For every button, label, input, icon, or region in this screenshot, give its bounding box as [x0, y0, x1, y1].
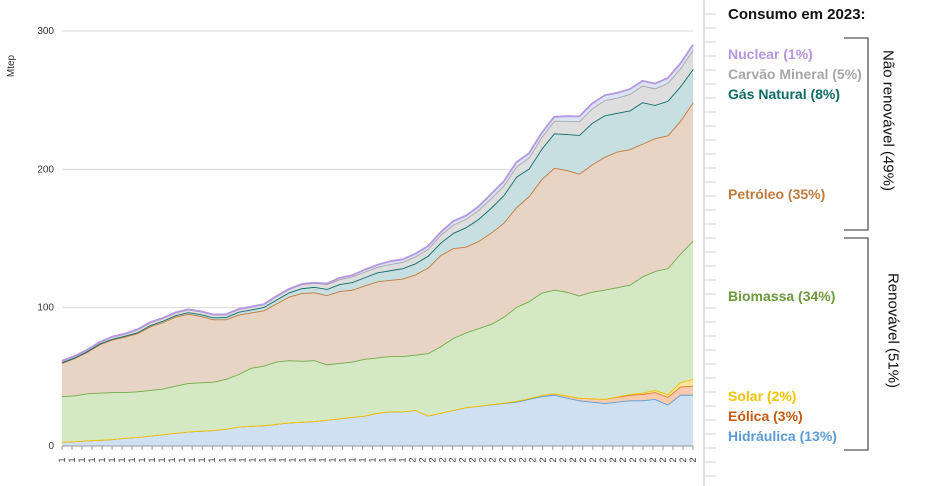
y-tick-label: 0	[48, 441, 54, 452]
x-tick-label: 1	[327, 457, 337, 462]
legend-item-gas-natural: Gás Natural (8%)	[728, 86, 841, 102]
area-biomassa	[62, 240, 693, 442]
group-brackets	[844, 37, 869, 451]
x-tick-label: 2	[588, 457, 598, 462]
x-tick-label: 2	[468, 457, 478, 462]
x-tick-label: 1	[77, 457, 87, 462]
x-tick-label: 1	[367, 457, 377, 462]
x-tick-label: 2	[508, 457, 518, 462]
x-tick-label: 1	[137, 457, 147, 462]
x-tick-label: 1	[357, 457, 367, 462]
x-tick-label: 2	[518, 457, 528, 462]
x-tick-label: 1	[157, 457, 167, 462]
x-tick-label: 1	[237, 457, 247, 462]
x-tick-label: 1	[117, 457, 127, 462]
x-tick-label: 2	[478, 457, 488, 462]
area-petroleo	[62, 102, 693, 397]
x-tick-label: 1	[398, 457, 408, 462]
x-tick-label: 2	[448, 457, 458, 462]
x-tick-label: 2	[688, 457, 698, 462]
x-tick-label: 1	[87, 457, 97, 462]
y-axis-label: Mtep	[6, 54, 17, 77]
x-tick-label: 1	[177, 457, 187, 462]
x-tick-label: 1	[217, 457, 227, 462]
x-tick-label: 1	[57, 457, 67, 462]
x-tick-label: 1	[187, 457, 197, 462]
line-nuclear	[61, 44, 694, 362]
legend-item-petroleo: Petróleo (35%)	[728, 186, 826, 202]
x-tick-label: 2	[408, 457, 418, 462]
x-tick-label: 2	[668, 457, 678, 462]
x-tick-label: 2	[648, 457, 658, 462]
x-tick-label: 2	[568, 457, 578, 462]
x-tick-label: 2	[678, 457, 688, 462]
x-tick-label: 1	[267, 457, 277, 462]
x-tick-label: 2	[418, 457, 428, 462]
x-tick-label: 1	[297, 457, 307, 462]
group-label-renewable: Renovável (51%)	[884, 272, 902, 389]
x-tick-label: 1	[127, 457, 137, 462]
x-tick-label: 1	[107, 457, 117, 462]
x-tick-label: 1	[97, 457, 107, 462]
legend-item-hidraulica: Hidráulica (13%)	[728, 428, 837, 444]
x-tick-label: 2	[438, 457, 448, 462]
x-tick-label: 1	[277, 457, 287, 462]
x-tick-label: 1	[307, 457, 317, 462]
x-tick-label: 2	[548, 457, 558, 462]
y-tick-label: 300	[37, 26, 54, 37]
area-hidraulica	[62, 394, 693, 446]
legend-item-nuclear: Nuclear (1%)	[728, 46, 813, 62]
x-tick-label: 2	[628, 457, 638, 462]
legend-item-biomassa: Biomassa (34%)	[728, 288, 836, 304]
x-tick-label: 1	[317, 457, 327, 462]
x-tick-label: 1	[247, 457, 257, 462]
group-label-nonrenewable: Não renovável (49%)	[879, 50, 897, 191]
x-tick-label: 1	[167, 457, 177, 462]
x-tick-label: 2	[658, 457, 668, 462]
y-tick-label: 100	[37, 303, 54, 314]
x-tick-label: 1	[337, 457, 347, 462]
x-tick-label: 1	[227, 457, 237, 462]
x-tick-label: 1	[257, 457, 267, 462]
x-tick-label: 1	[287, 457, 297, 462]
x-tick-label: 1	[347, 457, 357, 462]
x-tick-label: 1	[197, 457, 207, 462]
x-tick-label: 1	[378, 457, 388, 462]
legend-item-eolica: Eólica (3%)	[728, 408, 803, 424]
x-tick-label: 2	[428, 457, 438, 462]
x-tick-label: 2	[558, 457, 568, 462]
x-tick-label: 2	[638, 457, 648, 462]
x-tick-label: 2	[578, 457, 588, 462]
x-tick-label: 2	[488, 457, 498, 462]
x-tick-label: 2	[458, 457, 468, 462]
nonrenewable-bracket	[844, 37, 869, 231]
y-tick-label: 200	[37, 164, 54, 175]
legend-title: Consumo em 2023:	[728, 6, 866, 23]
x-tick-label: 2	[528, 457, 538, 462]
renewable-bracket	[844, 237, 869, 451]
x-tick-label: 2	[618, 457, 628, 462]
x-tick-label: 2	[608, 457, 618, 462]
x-tick-label: 1	[67, 457, 77, 462]
x-tick-label: 1	[207, 457, 217, 462]
x-tick-label: 2	[498, 457, 508, 462]
x-tick-label: 2	[598, 457, 608, 462]
legend-item-solar: Solar (2%)	[728, 388, 797, 404]
legend-item-carvao-mineral: Carvão Mineral (5%)	[728, 66, 862, 82]
x-tick-label: 1	[147, 457, 157, 462]
x-tick-label: 2	[538, 457, 548, 462]
x-tick-label: 1	[388, 457, 398, 462]
